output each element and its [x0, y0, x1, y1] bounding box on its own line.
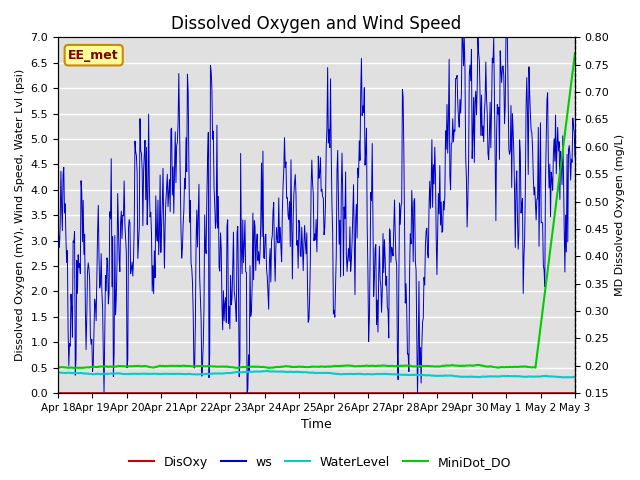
- Text: EE_met: EE_met: [68, 48, 119, 62]
- WaterLevel: [63, 370, 71, 375]
- ws: [243, 390, 251, 396]
- DisOxy: [379, 390, 387, 396]
- DisOxy: [54, 390, 62, 396]
- Line: ws: ws: [58, 37, 575, 393]
- WaterLevel: [380, 371, 388, 377]
- ws: [63, 248, 71, 253]
- ws: [571, 154, 579, 160]
- MiniDot_DO: [63, 365, 71, 371]
- MiniDot_DO: [71, 365, 79, 371]
- ws: [380, 270, 388, 276]
- ws: [116, 219, 124, 225]
- WaterLevel: [196, 372, 204, 377]
- DisOxy: [394, 390, 402, 396]
- MiniDot_DO: [170, 363, 178, 369]
- DisOxy: [196, 390, 204, 396]
- DisOxy: [571, 390, 579, 396]
- WaterLevel: [169, 371, 177, 377]
- WaterLevel: [559, 374, 567, 380]
- WaterLevel: [571, 374, 579, 380]
- Y-axis label: MD Dissolved Oxygen (mg/L): MD Dissolved Oxygen (mg/L): [615, 134, 625, 296]
- WaterLevel: [395, 372, 403, 378]
- MiniDot_DO: [118, 363, 125, 369]
- ws: [196, 297, 204, 302]
- DisOxy: [169, 390, 177, 396]
- MiniDot_DO: [380, 362, 388, 368]
- MiniDot_DO: [571, 50, 579, 56]
- Line: MiniDot_DO: MiniDot_DO: [58, 53, 575, 368]
- X-axis label: Time: Time: [301, 419, 332, 432]
- WaterLevel: [262, 368, 270, 374]
- ws: [54, 253, 62, 259]
- Legend: DisOxy, ws, WaterLevel, MiniDot_DO: DisOxy, ws, WaterLevel, MiniDot_DO: [124, 451, 516, 474]
- Y-axis label: Dissolved Oxygen (mV), Wind Speed, Water Lvl (psi): Dissolved Oxygen (mV), Wind Speed, Water…: [15, 69, 25, 361]
- ws: [395, 279, 403, 285]
- MiniDot_DO: [197, 363, 205, 369]
- WaterLevel: [116, 371, 124, 376]
- ws: [169, 164, 177, 170]
- DisOxy: [116, 390, 124, 396]
- DisOxy: [63, 390, 71, 396]
- MiniDot_DO: [54, 365, 62, 371]
- Line: WaterLevel: WaterLevel: [58, 371, 575, 377]
- WaterLevel: [54, 370, 62, 375]
- ws: [458, 35, 466, 40]
- MiniDot_DO: [395, 363, 403, 369]
- Title: Dissolved Oxygen and Wind Speed: Dissolved Oxygen and Wind Speed: [172, 15, 461, 33]
